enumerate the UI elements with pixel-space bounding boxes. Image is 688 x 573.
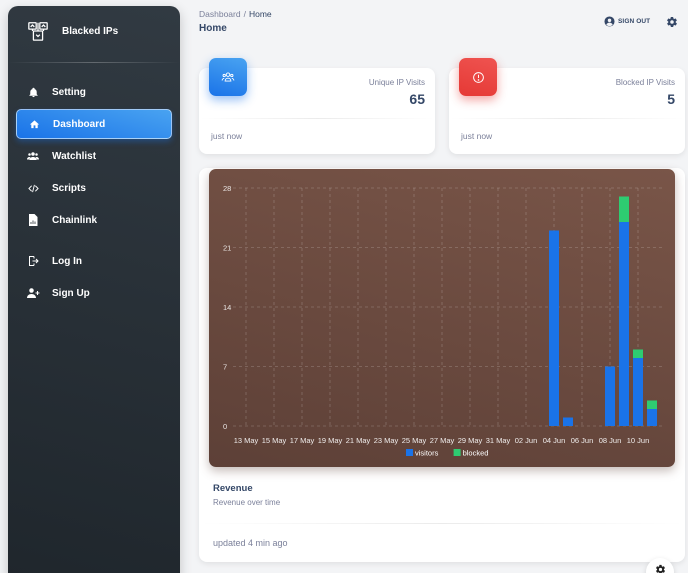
stat-footer: just now bbox=[461, 131, 493, 141]
svg-text:27 May: 27 May bbox=[430, 436, 455, 445]
sidebar-divider bbox=[8, 62, 180, 63]
bar-blocked[interactable] bbox=[619, 196, 629, 223]
svg-text:0: 0 bbox=[223, 422, 227, 431]
svg-text:14: 14 bbox=[223, 303, 231, 312]
chart-subtitle: Revenue over time bbox=[213, 498, 281, 507]
bar-visitors[interactable] bbox=[605, 366, 615, 427]
stat-value: 65 bbox=[409, 91, 425, 107]
sidebar-item-dashboard[interactable]: Dashboard bbox=[16, 109, 172, 139]
legend-item[interactable]: visitors bbox=[415, 449, 439, 458]
bar-visitors[interactable] bbox=[549, 230, 559, 427]
sidebar-item-label: Log In bbox=[52, 255, 82, 267]
sidebar-item-watchlist[interactable]: Watchlist bbox=[16, 141, 172, 171]
svg-text:06 Jun: 06 Jun bbox=[571, 436, 594, 445]
configurator-button[interactable] bbox=[646, 558, 674, 573]
stat-card-unique-visits: Unique IP Visits 65 just now bbox=[199, 58, 435, 154]
stat-icon-box bbox=[459, 58, 497, 96]
breadcrumb-separator: / bbox=[243, 9, 246, 19]
sidebar-item-scripts[interactable]: Scripts bbox=[16, 173, 172, 203]
account-circle-icon bbox=[604, 16, 615, 27]
breadcrumb: Dashboard / Home bbox=[199, 9, 272, 19]
stat-label: Unique IP Visits bbox=[368, 78, 425, 87]
sidebar-item-label: Dashboard bbox=[53, 118, 106, 130]
brand-name: Blacked IPs bbox=[62, 25, 119, 37]
file-chart-icon bbox=[26, 213, 40, 227]
svg-text:21 May: 21 May bbox=[346, 436, 371, 445]
svg-text:7: 7 bbox=[223, 363, 227, 372]
svg-text:13 May: 13 May bbox=[234, 436, 259, 445]
sidebar-item-sign-up[interactable]: Sign Up bbox=[16, 278, 172, 308]
login-icon bbox=[26, 254, 40, 268]
user-plus-icon bbox=[26, 286, 40, 300]
bar-blocked[interactable] bbox=[647, 400, 657, 410]
svg-text:21: 21 bbox=[223, 244, 231, 253]
sidebar-nav: Setting Dashboard Watchlist Scripts Chai… bbox=[8, 63, 180, 308]
stat-divider bbox=[449, 118, 685, 119]
sidebar-item-label: Sign Up bbox=[52, 287, 90, 299]
nav-gap bbox=[8, 237, 180, 245]
sidebar-item-label: Setting bbox=[52, 86, 86, 98]
svg-text:04 Jun: 04 Jun bbox=[543, 436, 566, 445]
svg-text:28: 28 bbox=[223, 184, 231, 193]
breadcrumb-current: Home bbox=[248, 9, 272, 19]
gear-icon[interactable] bbox=[666, 16, 678, 28]
svg-text:17 May: 17 May bbox=[290, 436, 315, 445]
bar-visitors[interactable] bbox=[633, 358, 643, 426]
sidebar-item-label: Chainlink bbox=[52, 214, 98, 226]
stat-divider bbox=[199, 118, 435, 119]
users-icon bbox=[26, 149, 40, 163]
bell-icon bbox=[26, 85, 40, 99]
chart-divider bbox=[199, 523, 685, 524]
gear-icon bbox=[655, 564, 665, 573]
page-title: Home bbox=[199, 23, 227, 34]
brand[interactable]: Blacked IPs bbox=[8, 6, 180, 56]
sidebar-item-log-in[interactable]: Log In bbox=[16, 246, 172, 276]
stat-label: Blocked IP Visits bbox=[615, 78, 675, 87]
sidebar-item-setting[interactable]: Setting bbox=[16, 77, 172, 107]
chart-footer: updated 4 min ago bbox=[213, 538, 288, 548]
svg-text:31 May: 31 May bbox=[486, 436, 511, 445]
svg-text:08 Jun: 08 Jun bbox=[599, 436, 622, 445]
sidebar-item-chainlink[interactable]: Chainlink bbox=[16, 205, 172, 235]
bar-blocked[interactable] bbox=[633, 349, 643, 359]
stacked-bar-chart: 0 7 14 21 28 13 May 15 May 17 May 19 May 21 May 23… bbox=[223, 184, 664, 458]
chart-card: 0 7 14 21 28 13 May 15 May 17 May 19 May 21 May 23… bbox=[199, 168, 685, 562]
svg-text:10 Jun: 10 Jun bbox=[627, 436, 650, 445]
stat-value: 5 bbox=[667, 91, 675, 107]
sidebar: Blacked IPs Setting Dashboard Watchlist bbox=[8, 6, 180, 573]
boxes-icon bbox=[28, 22, 48, 41]
svg-text:15 May: 15 May bbox=[262, 436, 287, 445]
home-icon bbox=[27, 117, 41, 131]
chart-panel: 0 7 14 21 28 13 May 15 May 17 May 19 May 21 May 23… bbox=[209, 169, 675, 467]
svg-text:23 May: 23 May bbox=[374, 436, 399, 445]
svg-text:25 May: 25 May bbox=[402, 436, 427, 445]
stat-card-blocked-visits: Blocked IP Visits 5 just now bbox=[449, 58, 685, 154]
stat-icon-box bbox=[209, 58, 247, 96]
bar-visitors[interactable] bbox=[647, 409, 657, 426]
svg-text:02 Jun: 02 Jun bbox=[515, 436, 538, 445]
sign-out-label: SIGN OUT bbox=[618, 18, 651, 25]
sign-out-button[interactable]: SIGN OUT bbox=[604, 16, 650, 27]
code-icon bbox=[26, 181, 40, 195]
legend-item[interactable]: blocked bbox=[463, 449, 489, 458]
chart-title: Revenue bbox=[213, 483, 253, 494]
stat-footer: just now bbox=[211, 131, 243, 141]
sidebar-item-label: Watchlist bbox=[52, 150, 97, 162]
svg-text:29 May: 29 May bbox=[458, 436, 483, 445]
bar-visitors[interactable] bbox=[619, 222, 629, 426]
breadcrumb-parent-link[interactable]: Dashboard bbox=[199, 9, 241, 19]
users-icon bbox=[221, 72, 235, 82]
sidebar-item-label: Scripts bbox=[52, 182, 86, 194]
alert-circle-icon bbox=[472, 71, 484, 83]
svg-text:19 May: 19 May bbox=[318, 436, 343, 445]
bar-visitors[interactable] bbox=[563, 417, 573, 427]
